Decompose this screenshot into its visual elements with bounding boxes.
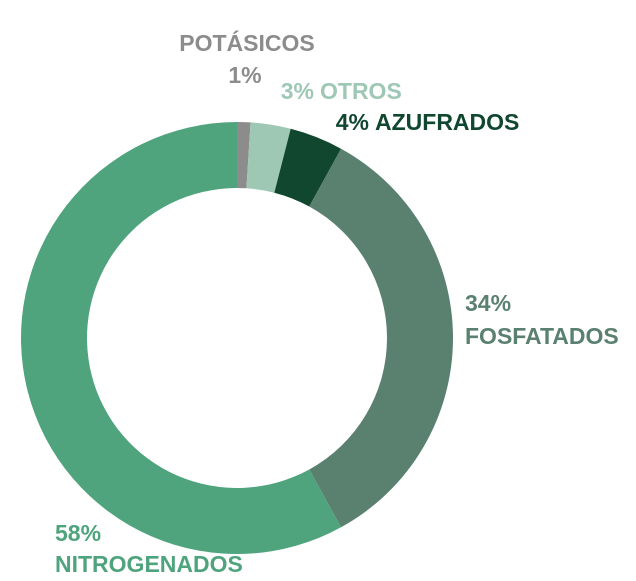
- category-label: NITROGENADOS: [55, 551, 243, 577]
- donut-slice: [246, 122, 291, 193]
- donut-slice: [274, 128, 342, 207]
- donut-slice: [20, 122, 342, 554]
- value-label: 34%: [465, 290, 511, 316]
- value-label: 1%: [228, 62, 261, 88]
- value-label: 4%: [336, 109, 369, 135]
- value-label: 58%: [55, 520, 101, 546]
- donut-slice: [309, 148, 453, 528]
- category-label: POTÁSICOS: [179, 29, 314, 56]
- donut-slice: [237, 122, 251, 189]
- value-label: 3%: [281, 78, 314, 104]
- category-label: FOSFATADOS: [465, 323, 619, 349]
- category-label: AZUFRADOS: [375, 109, 519, 135]
- category-label: OTROS: [320, 78, 402, 104]
